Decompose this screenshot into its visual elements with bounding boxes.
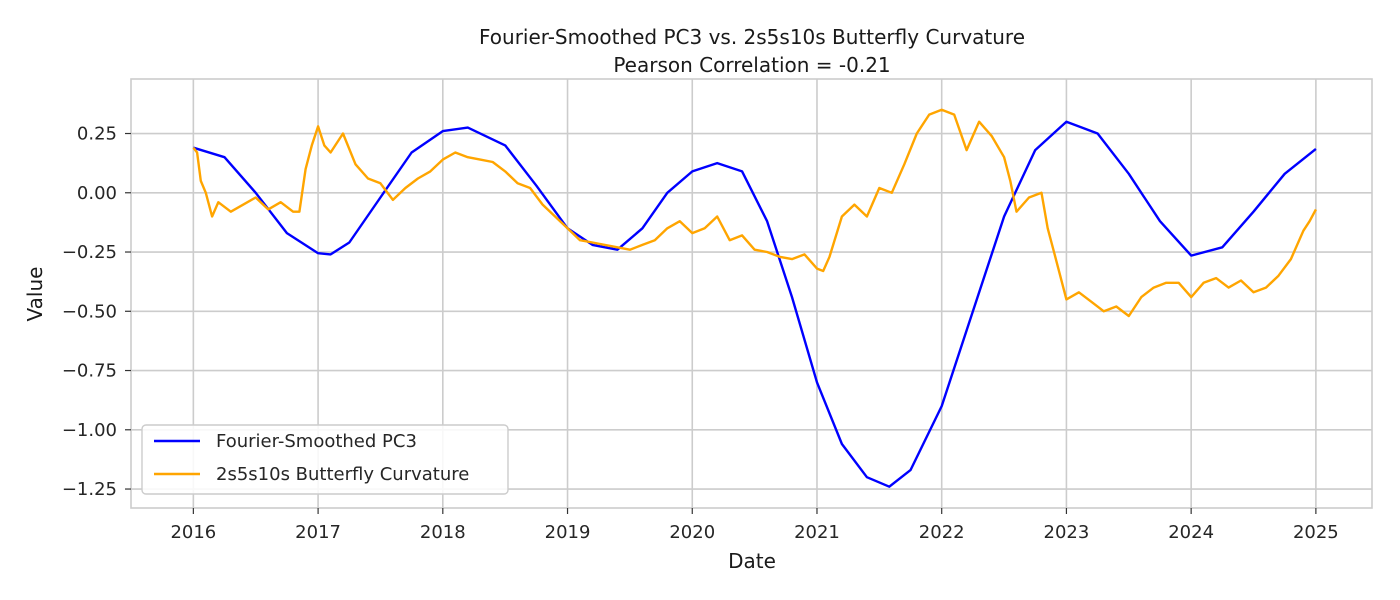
x-gridlines (192, 79, 1317, 508)
chart-subtitle: Pearson Correlation = -0.21 (613, 53, 890, 77)
x-tick-label-2016: 2016 (170, 522, 216, 543)
x-tick-label-2022: 2022 (919, 522, 965, 543)
y-gridlines (131, 132, 1372, 490)
legend-box (141, 424, 509, 495)
series-layer (192, 108, 1317, 488)
y-tick-label-6: −1.25 (62, 479, 117, 500)
y-tick-label-3: −0.50 (62, 301, 117, 322)
y-tick-label-4: −0.75 (62, 361, 117, 382)
x-tick-label-2021: 2021 (794, 522, 840, 543)
x-tick-label-2020: 2020 (669, 522, 715, 543)
plot-frame (130, 78, 1373, 509)
chart-title: Fourier-Smoothed PC3 vs. 2s5s10s Butterf… (479, 25, 1025, 49)
x-tick-label-2024: 2024 (1168, 522, 1214, 543)
y-tick-label-2: −0.25 (62, 242, 117, 263)
y-axis-label: Value (23, 267, 47, 322)
legend-label-pc3: Fourier-Smoothed PC3 (216, 431, 417, 452)
x-tick-label-2019: 2019 (545, 522, 591, 543)
y-tick-label-0: 0.25 (77, 124, 117, 145)
y-tick-label-5: −1.00 (62, 420, 117, 441)
x-tick-label-2023: 2023 (1044, 522, 1090, 543)
series-pc3-line (193, 120, 1317, 488)
y-tick-label-1: 0.00 (77, 183, 117, 204)
x-tick-labels: 2016 2017 2018 2019 2020 2021 2022 2023 2024 2025 (170, 508, 1339, 543)
legend: Fourier-Smoothed PC3 2s5s10s Butterfly C… (141, 424, 509, 495)
x-axis-label: Date (728, 549, 776, 573)
x-tick-label-2025: 2025 (1293, 522, 1339, 543)
x-tick-label-2018: 2018 (420, 522, 466, 543)
legend-label-butterfly: 2s5s10s Butterfly Curvature (216, 464, 469, 485)
x-tick-label-2017: 2017 (295, 522, 341, 543)
y-tick-labels: 0.25 0.00 −0.25 −0.50 −0.75 −1.00 −1.25 (62, 124, 131, 500)
series-butterfly-curvature-line (192, 108, 1317, 318)
